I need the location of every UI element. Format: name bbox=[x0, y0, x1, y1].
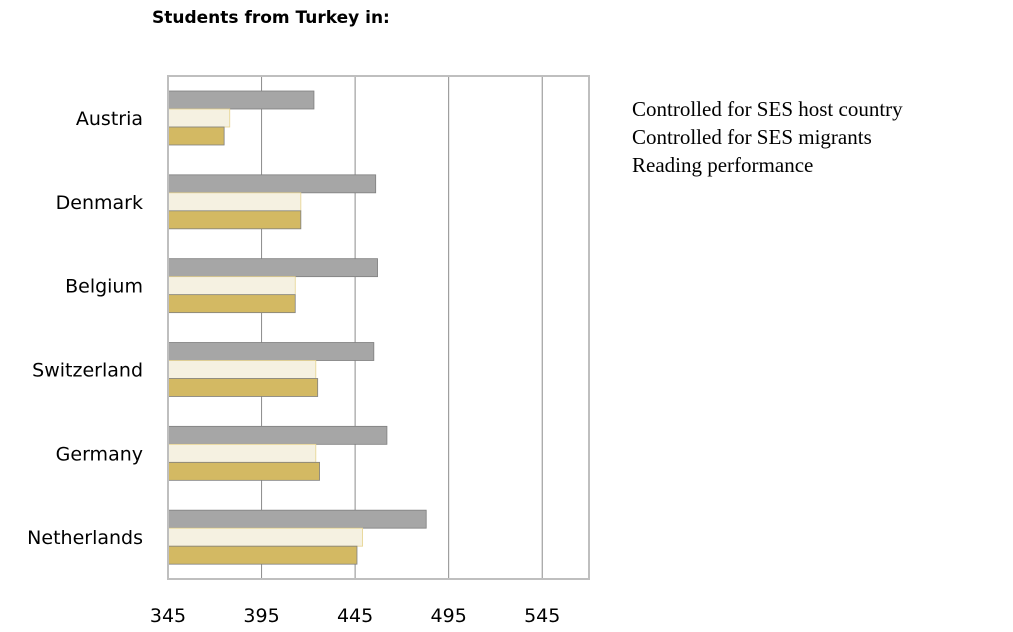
bar-switzerland-series-2 bbox=[167, 360, 317, 379]
legend-entry-migrants: Controlled for SES migrants bbox=[632, 125, 872, 149]
bar-austria-series-3 bbox=[167, 126, 225, 146]
bar-germany-series-1 bbox=[167, 425, 388, 445]
bar-germany-series-3 bbox=[167, 461, 320, 481]
bar-netherlands-series-2 bbox=[167, 527, 363, 547]
category-label-netherlands: Netherlands bbox=[27, 527, 143, 549]
legend-entry-reading: Reading performance bbox=[632, 153, 814, 177]
bar-netherlands-series-1 bbox=[167, 509, 427, 529]
category-label-germany: Germany bbox=[56, 443, 143, 465]
plot-frame bbox=[167, 75, 590, 580]
bar-germany-series-2 bbox=[167, 443, 317, 463]
bar-netherlands-series-3 bbox=[167, 545, 358, 565]
bar-denmark-series-1 bbox=[167, 174, 377, 194]
legend-entry-host-country: Controlled for SES host country bbox=[632, 97, 903, 121]
x-tick-label: 445 bbox=[337, 605, 373, 627]
legend: Controlled for SES host country Controll… bbox=[632, 95, 903, 179]
bar-chart: Austria Denmark Belgium Switzerland Germany N… bbox=[27, 75, 590, 627]
bar-denmark-series-2 bbox=[167, 192, 302, 212]
x-tick-labels: 345 395 445 495 545 bbox=[150, 605, 560, 627]
bar-denmark-series-3 bbox=[167, 210, 302, 230]
category-label-belgium: Belgium bbox=[65, 276, 143, 298]
bar-austria-series-2 bbox=[167, 108, 231, 128]
bar-belgium-series-3 bbox=[167, 294, 296, 314]
bar-switzerland-series-3 bbox=[167, 378, 319, 397]
bar-belgium-series-2 bbox=[167, 276, 296, 296]
bar-switzerland-series-1 bbox=[167, 342, 375, 361]
category-label-austria: Austria bbox=[76, 108, 143, 130]
chart-title: Students from Turkey in: bbox=[152, 8, 390, 28]
x-tick-label: 345 bbox=[150, 605, 186, 627]
category-label-switzerland: Switzerland bbox=[32, 360, 143, 382]
bar-austria-series-1 bbox=[167, 90, 315, 110]
bars bbox=[167, 90, 427, 565]
category-labels: Austria Denmark Belgium Switzerland Germany N… bbox=[27, 108, 143, 549]
x-tick-label: 545 bbox=[524, 605, 560, 627]
x-tick-label: 395 bbox=[243, 605, 279, 627]
bar-belgium-series-1 bbox=[167, 258, 378, 278]
category-label-denmark: Denmark bbox=[56, 192, 143, 214]
x-tick-label: 495 bbox=[431, 605, 467, 627]
gridlines bbox=[261, 76, 543, 579]
